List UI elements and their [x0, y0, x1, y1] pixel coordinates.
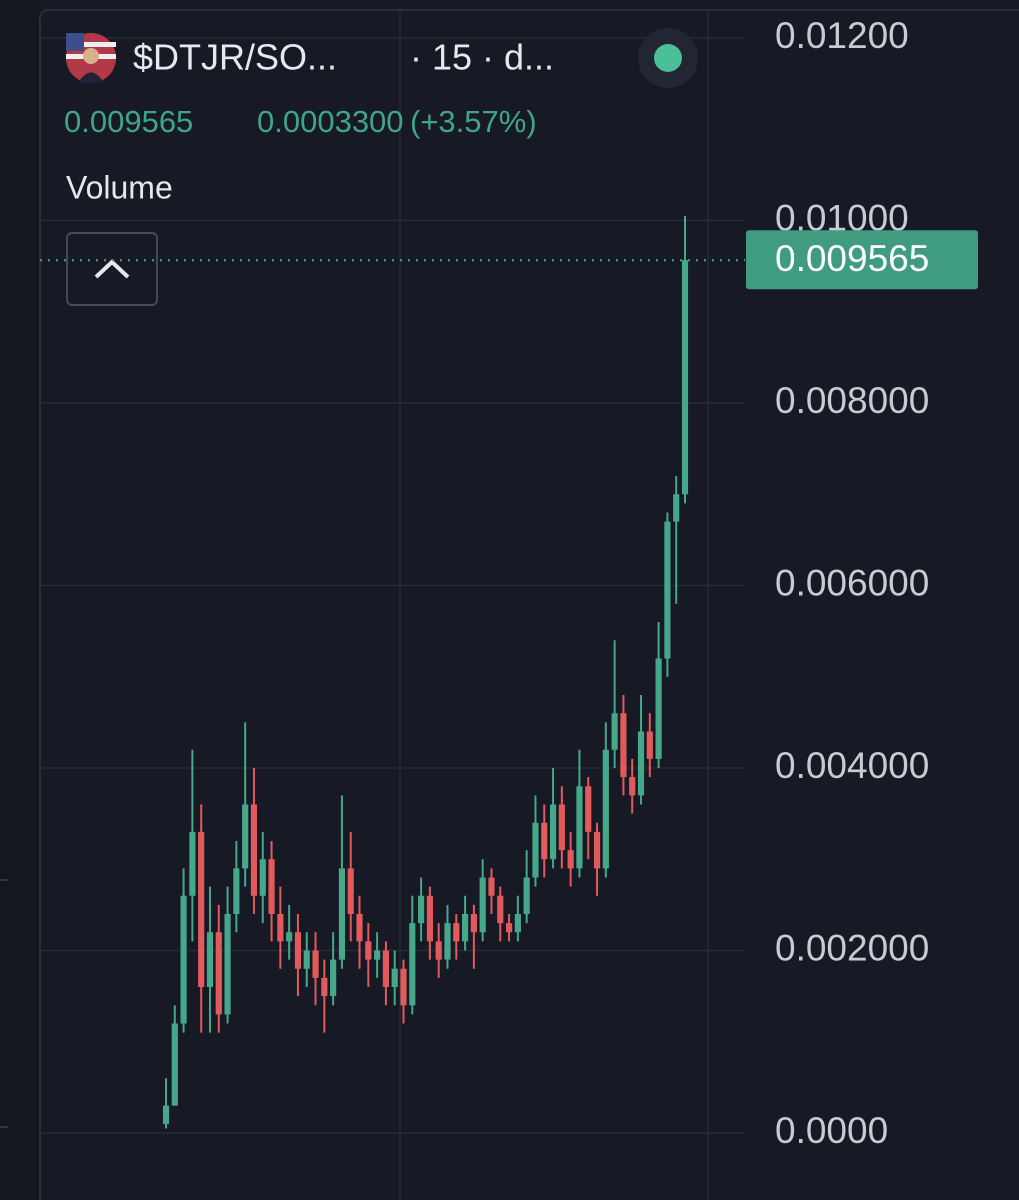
- candle-body: [435, 941, 442, 960]
- candle-body: [347, 868, 354, 914]
- candle-body: [418, 895, 425, 924]
- y-tick-label: 0.004000: [775, 745, 929, 786]
- candle-body: [611, 713, 618, 750]
- symbol-title: $DTJR/SO...: [133, 37, 337, 78]
- candle-body: [303, 950, 310, 969]
- candle-body: [294, 932, 302, 969]
- candle-body: [655, 658, 662, 759]
- candle-body: [233, 868, 240, 914]
- y-tick-label: 0.006000: [775, 562, 929, 603]
- candle-body: [198, 831, 205, 987]
- change-percent: (+3.57%): [410, 104, 537, 139]
- candle-body: [242, 804, 249, 869]
- candle-body: [444, 923, 451, 960]
- y-tick-label: 0.0000: [775, 1110, 888, 1151]
- chart-panel: [39, 9, 1019, 1200]
- candle-body: [532, 822, 539, 878]
- candle-body: [286, 932, 293, 942]
- candle-body: [479, 877, 486, 933]
- candle-body: [505, 923, 513, 933]
- candle-body: [391, 968, 398, 987]
- candle-body: [268, 859, 275, 914]
- candle-body: [453, 923, 460, 942]
- candle-body: [312, 950, 319, 978]
- y-tick-label: 0.002000: [775, 927, 929, 968]
- candle-body: [514, 914, 521, 933]
- candle-body: [629, 777, 636, 796]
- candle-body: [593, 831, 601, 869]
- collapse-button[interactable]: [66, 232, 158, 306]
- candle-body: [523, 877, 530, 914]
- y-tick-label: 0.01200: [775, 15, 909, 56]
- candle-body: [180, 895, 187, 1024]
- candle-body: [602, 749, 609, 869]
- indicator-label: Volume: [66, 169, 173, 205]
- candle-body: [681, 260, 689, 495]
- candle-body: [171, 1023, 178, 1106]
- symbol-icon: [66, 33, 116, 83]
- chevron-icon: [94, 259, 130, 279]
- candle-body: [620, 713, 627, 778]
- candle-body: [374, 950, 381, 960]
- candle-body: [541, 822, 548, 860]
- candle-body: [224, 914, 231, 1015]
- candle-body: [567, 850, 574, 869]
- side-panel: [0, 0, 40, 1200]
- candle-body: [646, 731, 653, 759]
- last-price-header: 0.009565: [64, 104, 193, 139]
- candle-body: [330, 959, 337, 997]
- candle-body: [585, 786, 592, 832]
- candle-body: [426, 895, 433, 942]
- candle-body: [382, 950, 389, 987]
- y-tick-label: 0.008000: [775, 380, 929, 421]
- candle-body: [409, 923, 416, 1006]
- candle-body: [558, 804, 565, 851]
- interval: · 15 · d...: [410, 37, 554, 78]
- candle-body: [250, 804, 258, 896]
- change: 0.0003300: [257, 104, 404, 139]
- candle-body: [470, 914, 477, 933]
- candle-body: [462, 914, 469, 942]
- status-dot: [654, 44, 682, 72]
- candle-body: [215, 932, 222, 1015]
- candle-body: [488, 877, 495, 896]
- candle-body: [673, 494, 680, 522]
- candle-body: [162, 1105, 170, 1124]
- candle-body: [189, 831, 196, 896]
- candle-body: [497, 895, 504, 924]
- candle-body: [549, 804, 557, 860]
- candle-body: [321, 977, 328, 997]
- candle-body: [356, 914, 363, 942]
- candle-body: [365, 941, 372, 960]
- candle-body: [576, 786, 583, 869]
- candle-body: [338, 868, 346, 960]
- candle-body: [400, 968, 407, 1006]
- last-price-tag: [746, 230, 978, 290]
- candle-body: [206, 932, 214, 987]
- candle-body: [277, 914, 284, 942]
- grid: [40, 37, 745, 1134]
- candle-body: [637, 731, 645, 796]
- candle-body: [259, 859, 266, 896]
- candle-body: [664, 521, 671, 659]
- candles: [162, 215, 689, 1129]
- last-price-tag-label: 0.009565: [775, 238, 929, 279]
